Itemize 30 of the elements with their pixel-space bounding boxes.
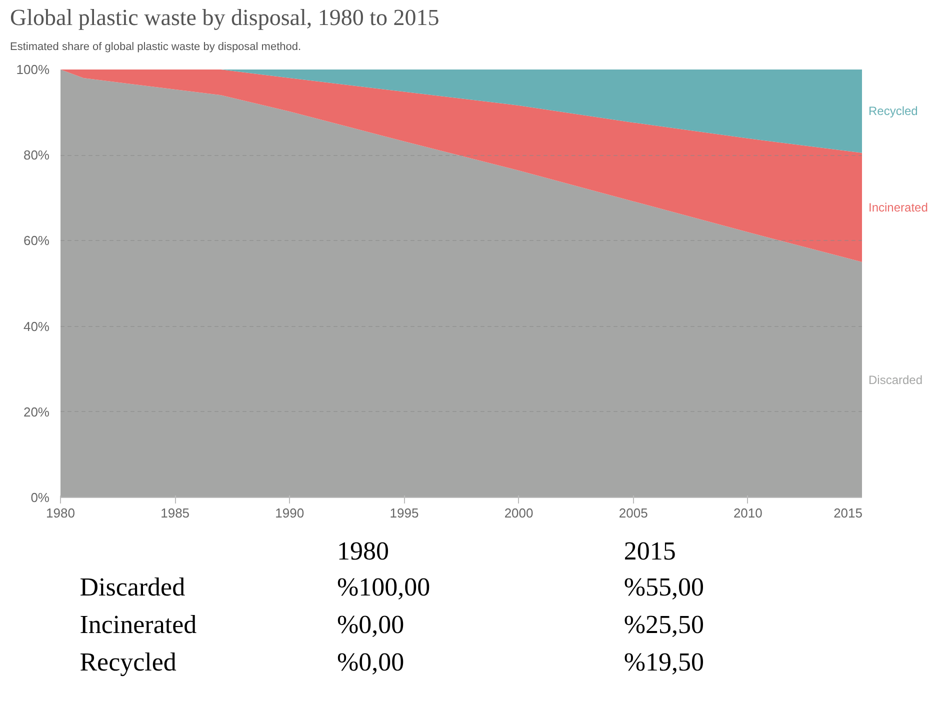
text: %19,50 — [624, 647, 704, 676]
x-tick-label: 1985 — [160, 506, 190, 520]
text: %0,00 — [336, 647, 404, 676]
x-tick-label: 1995 — [390, 506, 419, 520]
y-tick-label: 0% — [30, 490, 50, 505]
x-tick-label: 2005 — [618, 506, 648, 520]
text: %0,00 — [336, 610, 404, 640]
x-tick-label: 2010 — [733, 506, 762, 520]
x-tick-label: 2015 — [834, 506, 862, 520]
series-label: Recycled — [868, 104, 918, 118]
series-label: Incinerated — [868, 200, 928, 215]
chart-title: Global plastic waste by disposal, 1980 to 2015 — [10, 5, 440, 30]
text: 1980 — [336, 536, 389, 566]
text: Discarded — [80, 572, 186, 602]
y-tick-label: 80% — [23, 148, 50, 163]
text: Recycled — [80, 647, 176, 676]
series-label: Discarded — [868, 372, 923, 387]
text: %25,50 — [624, 610, 704, 640]
y-tick-label: 20% — [23, 404, 50, 420]
y-tick-label: 40% — [23, 318, 50, 334]
x-tick-label: 1990 — [275, 506, 304, 520]
y-tick-label: 100% — [16, 62, 50, 77]
text: %100,00 — [336, 572, 430, 602]
text: %55,00 — [624, 572, 704, 602]
x-tick-label: 2000 — [504, 506, 534, 520]
text: 2015 — [624, 536, 676, 566]
x-tick-label: 1980 — [46, 506, 75, 520]
y-tick-label: 60% — [23, 233, 50, 248]
text: Incinerated — [80, 610, 197, 640]
chart-subtitle: Estimated share of global plastic waste by disposal method. — [10, 40, 302, 56]
